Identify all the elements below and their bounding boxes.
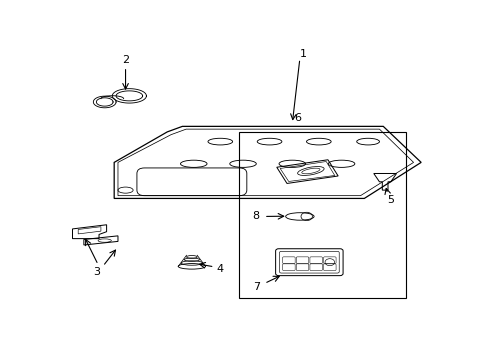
Text: 4: 4 — [216, 264, 223, 274]
Text: 7: 7 — [252, 282, 259, 292]
Text: 8: 8 — [251, 211, 259, 221]
Text: 6: 6 — [294, 113, 301, 123]
Text: 3: 3 — [93, 267, 101, 277]
Text: 5: 5 — [386, 195, 393, 205]
Bar — [239, 132, 405, 298]
Text: 2: 2 — [122, 55, 129, 65]
Text: 1: 1 — [300, 49, 306, 59]
